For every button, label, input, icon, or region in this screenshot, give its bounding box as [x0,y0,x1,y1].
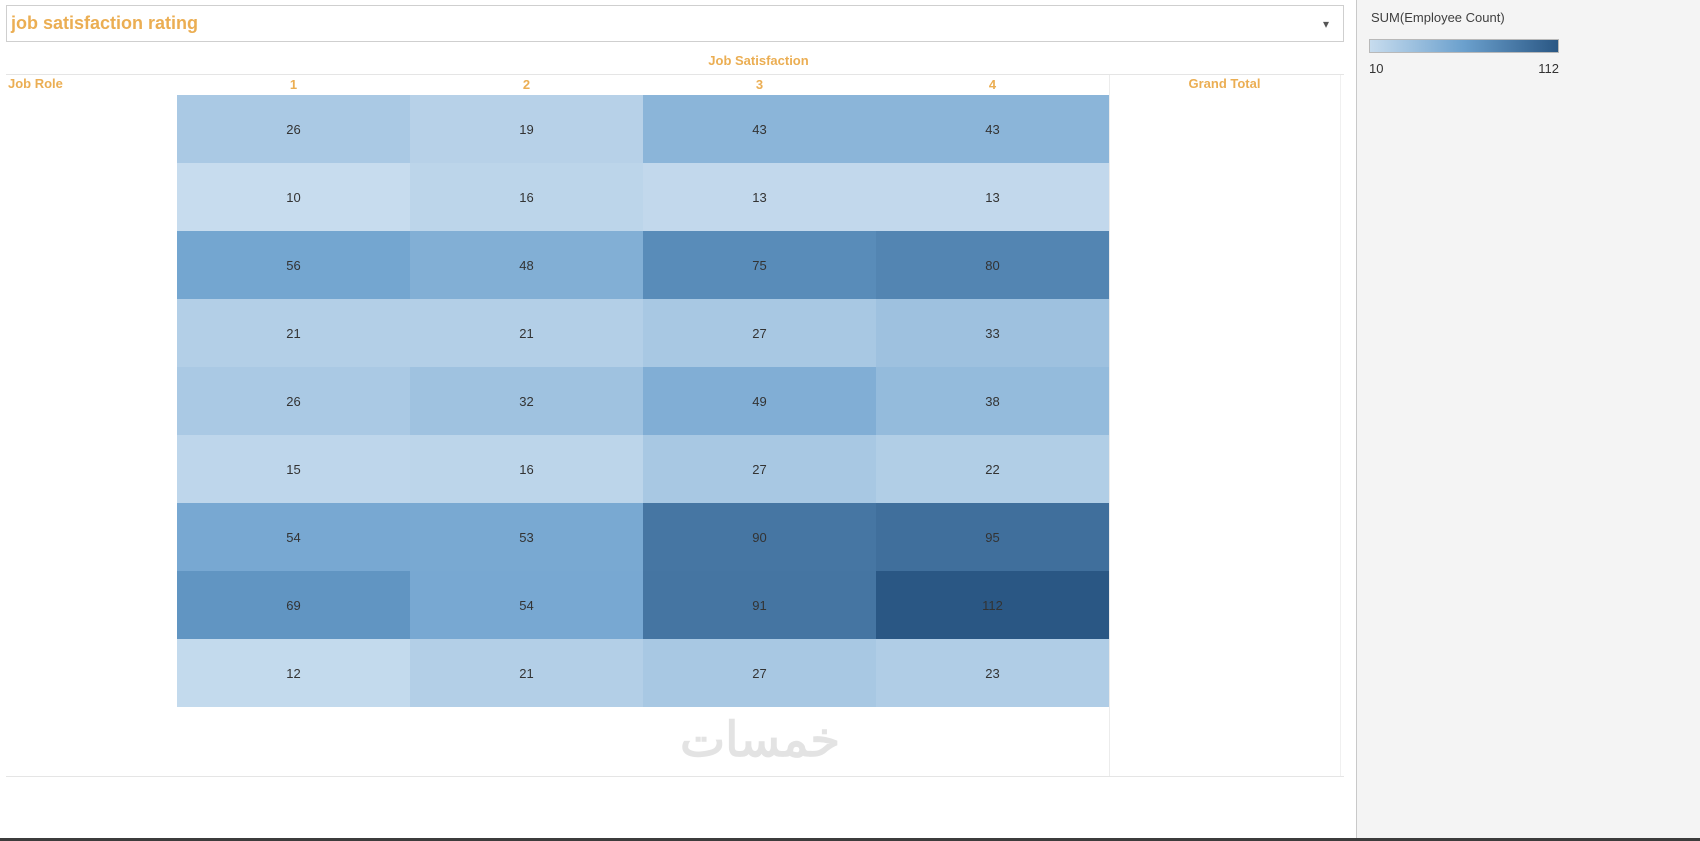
heatmap-row-1: 26 19 43 43 [177,95,1109,163]
heatmap-cell-r1-c2[interactable]: 19 [410,95,643,163]
heatmap-cell-r1-c3[interactable]: 43 [643,95,876,163]
heatmap-cell-r6-c4[interactable]: 22 [876,435,1109,503]
legend-min-label: 10 [1369,61,1384,76]
heatmap-cell-r7-c1[interactable]: 54 [177,503,410,571]
window-bottom-edge [0,838,1700,841]
heatmap-cell-r7-c2[interactable]: 53 [410,503,643,571]
heatmap-cell-r1-c4[interactable]: 43 [876,95,1109,163]
column-header-4[interactable]: 4 [988,77,997,92]
heatmap-cell-r2-c3[interactable]: 13 [643,163,876,231]
heatmap-cell-r8-c2[interactable]: 54 [410,571,643,639]
legend-title: SUM(Employee Count) [1371,10,1505,25]
worksheet-area: job satisfaction rating ▾ Job Satisfacti… [0,5,1356,777]
row-axis-title: Job Role [8,76,63,91]
table-header-row: Job Role 1 2 3 4 Grand Total [0,75,1356,95]
heatmap-grid: 26 19 43 43 10 16 13 13 56 48 75 80 21 21 27 33 26 32 49 38… [177,95,1109,707]
column-headers: 1 2 3 4 [177,75,1109,95]
heatmap-cell-r5-c1[interactable]: 26 [177,367,410,435]
sheet-title-bar: job satisfaction rating ▾ [6,5,1344,42]
header-divider [6,74,1344,75]
heatmap-cell-r3-c3[interactable]: 75 [643,231,876,299]
column-axis-title: Job Satisfaction [708,53,809,68]
heatmap-cell-r9-c2[interactable]: 21 [410,639,643,707]
heatmap-row-5: 26 32 49 38 [177,367,1109,435]
heatmap-cell-r3-c2[interactable]: 48 [410,231,643,299]
heatmap-cell-r9-c3[interactable]: 27 [643,639,876,707]
heatmap-cell-r2-c1[interactable]: 10 [177,163,410,231]
heatmap-cell-r3-c1[interactable]: 56 [177,231,410,299]
grand-total-column-divider [1109,75,1110,776]
heatmap-cell-r7-c3[interactable]: 90 [643,503,876,571]
legend-max-label: 112 [1538,61,1559,76]
heatmap-cell-r4-c2[interactable]: 21 [410,299,643,367]
heatmap-cell-r1-c1[interactable]: 26 [177,95,410,163]
watermark: خمسات [679,714,841,767]
column-header-2[interactable]: 2 [522,77,531,92]
heatmap-cell-r6-c1[interactable]: 15 [177,435,410,503]
heatmap-row-9: 12 21 27 23 [177,639,1109,707]
table-bottom-border [6,776,1344,777]
heatmap-row-6: 15 16 27 22 [177,435,1109,503]
legend-panel: SUM(Employee Count) 10 112 [1356,0,1700,841]
heatmap-cell-r2-c2[interactable]: 16 [410,163,643,231]
heatmap-row-4: 21 21 27 33 [177,299,1109,367]
heatmap-row-8: 69 54 91 112 [177,571,1109,639]
heatmap-cell-r4-c1[interactable]: 21 [177,299,410,367]
heatmap-cell-r9-c4[interactable]: 23 [876,639,1109,707]
legend-gradient-bar[interactable] [1369,39,1559,53]
heatmap-cell-r6-c3[interactable]: 27 [643,435,876,503]
heatmap-row-3: 56 48 75 80 [177,231,1109,299]
heatmap-cell-r4-c3[interactable]: 27 [643,299,876,367]
heatmap-cell-r9-c1[interactable]: 12 [177,639,410,707]
heatmap-cell-r5-c3[interactable]: 49 [643,367,876,435]
heatmap-cell-r7-c4[interactable]: 95 [876,503,1109,571]
heatmap-cell-r8-c4[interactable]: 112 [876,571,1109,639]
heatmap-cell-r5-c2[interactable]: 32 [410,367,643,435]
column-header-1[interactable]: 1 [289,77,298,92]
heatmap-cell-r8-c3[interactable]: 91 [643,571,876,639]
heatmap-cell-r2-c4[interactable]: 13 [876,163,1109,231]
heatmap-cell-r4-c4[interactable]: 33 [876,299,1109,367]
color-legend: SUM(Employee Count) 10 112 [1369,10,1688,76]
heatmap-row-2: 10 16 13 13 [177,163,1109,231]
heatmap-cell-r3-c4[interactable]: 80 [876,231,1109,299]
table-right-border [1340,75,1341,776]
grand-total-header: Grand Total [1188,76,1261,91]
heatmap-cell-r8-c1[interactable]: 69 [177,571,410,639]
heatmap-row-7: 54 53 90 95 [177,503,1109,571]
sheet-title: job satisfaction rating [11,13,199,33]
heatmap-cell-r6-c2[interactable]: 16 [410,435,643,503]
title-dropdown-caret-icon[interactable]: ▾ [1322,16,1329,31]
heatmap-cell-r5-c4[interactable]: 38 [876,367,1109,435]
legend-labels: 10 112 [1369,61,1559,76]
column-header-3[interactable]: 3 [755,77,764,92]
